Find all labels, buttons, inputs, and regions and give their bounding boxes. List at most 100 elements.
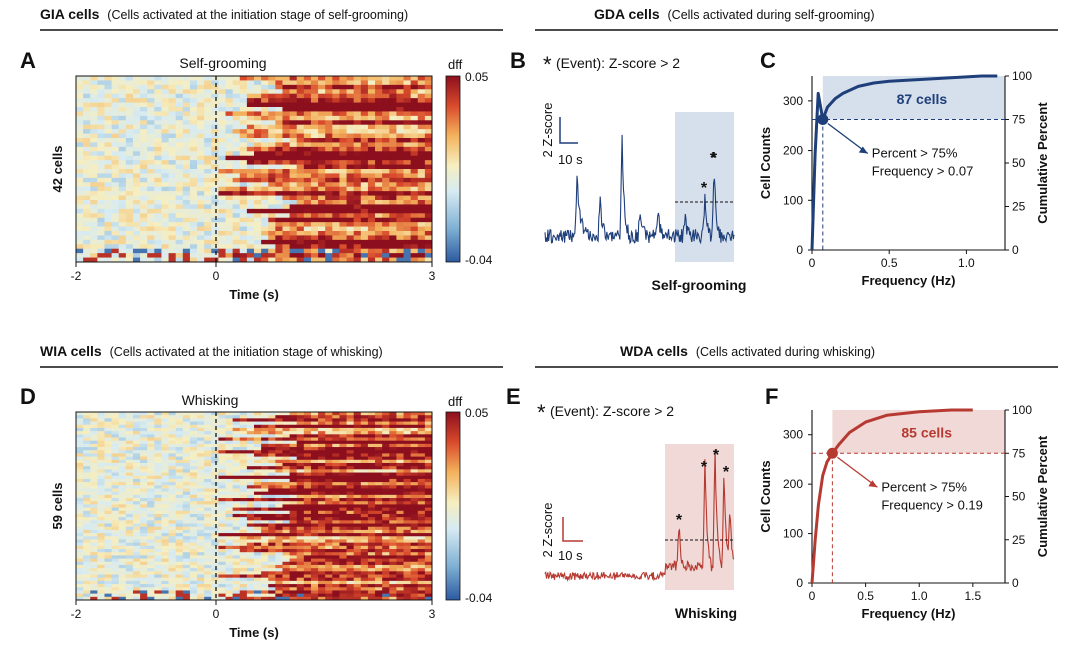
heatmap-cell xyxy=(261,89,269,95)
heatmap-cell xyxy=(389,195,397,201)
heatmap-cell xyxy=(161,447,169,451)
heatmap-cell xyxy=(111,491,120,496)
heatmap-cell xyxy=(318,507,326,512)
heatmap-cell xyxy=(175,475,184,480)
heatmap-cell xyxy=(204,418,212,422)
heatmap-cell xyxy=(303,472,312,477)
heatmap-cell xyxy=(125,253,134,258)
heatmap-cell xyxy=(346,520,355,524)
heatmap-cell xyxy=(403,517,412,521)
heatmap-cell xyxy=(182,138,191,143)
heatmap-cell xyxy=(90,102,98,108)
heatmap-cell xyxy=(325,450,333,454)
heatmap-cell xyxy=(289,501,298,505)
heatmap-cell xyxy=(197,472,205,477)
heatmap-cell xyxy=(147,102,155,108)
heatmap-cell xyxy=(353,169,362,174)
heatmap-cell xyxy=(346,89,355,95)
heatmap-cell xyxy=(310,177,319,183)
heatmap-cell xyxy=(182,453,191,458)
heatmap-cell xyxy=(332,574,340,579)
heatmap-cell xyxy=(289,510,298,515)
heatmap-cell xyxy=(118,253,127,258)
heatmap-cell xyxy=(225,76,234,81)
heatmap-cell xyxy=(346,186,355,192)
heatmap-cell xyxy=(275,248,283,254)
heatmap-cell xyxy=(211,504,219,508)
heatmap-cell xyxy=(339,539,347,544)
heatmap-cell xyxy=(261,507,269,512)
heatmap-cell xyxy=(132,587,141,591)
heatmap-cell xyxy=(296,472,305,477)
heatmap-cell xyxy=(225,124,234,130)
heatmap-cell xyxy=(161,217,169,223)
heatmap-cell xyxy=(218,244,226,250)
heatmap-cell xyxy=(339,257,347,263)
heatmap-cell xyxy=(246,513,255,518)
heatmap-cell xyxy=(132,204,141,210)
heatmap-cell xyxy=(375,447,383,451)
heatmap-cell xyxy=(389,552,397,556)
heatmap-cell xyxy=(246,580,255,585)
heatmap-cell xyxy=(246,498,255,502)
heatmap-cell xyxy=(175,482,184,486)
heatmap-cell xyxy=(275,555,283,559)
heatmap-cell xyxy=(318,160,326,165)
heatmap-cell xyxy=(76,253,84,258)
heatmap-cell xyxy=(339,213,347,219)
heatmap-cell xyxy=(332,466,340,470)
heatmap-cell xyxy=(410,204,419,210)
heatmap-cell xyxy=(410,146,419,152)
heatmap-cell xyxy=(218,482,226,486)
heatmap-cell xyxy=(254,571,262,575)
heatmap-cell xyxy=(182,580,191,585)
heatmap-cell xyxy=(168,510,177,515)
heatmap-cell xyxy=(97,513,105,518)
heatmap-cell xyxy=(389,93,397,99)
heatmap-cell xyxy=(239,182,248,188)
heatmap-cell xyxy=(197,98,205,103)
heatmap-cell xyxy=(346,450,355,454)
heatmap-cell xyxy=(189,235,198,241)
heatmap-cell xyxy=(254,226,262,232)
heatmap-cell xyxy=(175,98,184,103)
heatmap-cell xyxy=(375,517,383,521)
heatmap-cell xyxy=(360,462,369,467)
heatmap-cell xyxy=(118,555,127,559)
heatmap-cell xyxy=(289,182,298,188)
heatmap-cell xyxy=(318,235,326,241)
heatmap-cell xyxy=(104,151,112,157)
heatmap-cell xyxy=(204,120,212,126)
heatmap-cell xyxy=(225,542,234,547)
heatmap-cell xyxy=(175,138,184,143)
heatmap-cell xyxy=(232,231,241,236)
heatmap-cell xyxy=(367,545,376,550)
heatmap-cell xyxy=(125,164,134,170)
heatmap-cell xyxy=(175,182,184,188)
heatmap-cell xyxy=(382,571,390,575)
heatmap-cell xyxy=(296,513,305,518)
heatmap-cell xyxy=(175,545,184,550)
heatmap-cell xyxy=(189,177,198,183)
heatmap-cell xyxy=(268,244,276,250)
heatmap-cell xyxy=(76,469,84,473)
heatmap-cell xyxy=(403,421,412,426)
heatmap-cell xyxy=(218,564,226,569)
heatmap-cell xyxy=(360,475,369,480)
heatmap-cell xyxy=(346,107,355,112)
heatmap-cell xyxy=(339,160,347,165)
heatmap-cell xyxy=(353,558,362,563)
heatmap-cell xyxy=(346,239,355,245)
heatmap-cell xyxy=(268,129,276,134)
heatmap-cell xyxy=(211,239,219,245)
heatmap-cell xyxy=(325,424,333,429)
heatmap-cell xyxy=(389,133,397,139)
heatmap-cell xyxy=(211,517,219,521)
heatmap-cell xyxy=(389,456,397,461)
heatmap-cell xyxy=(182,257,191,263)
heatmap-cell xyxy=(161,129,169,134)
heatmap-cell xyxy=(289,469,298,473)
heatmap-cell xyxy=(204,155,212,161)
heatmap-cell xyxy=(182,248,191,254)
heatmap-cell xyxy=(353,248,362,254)
